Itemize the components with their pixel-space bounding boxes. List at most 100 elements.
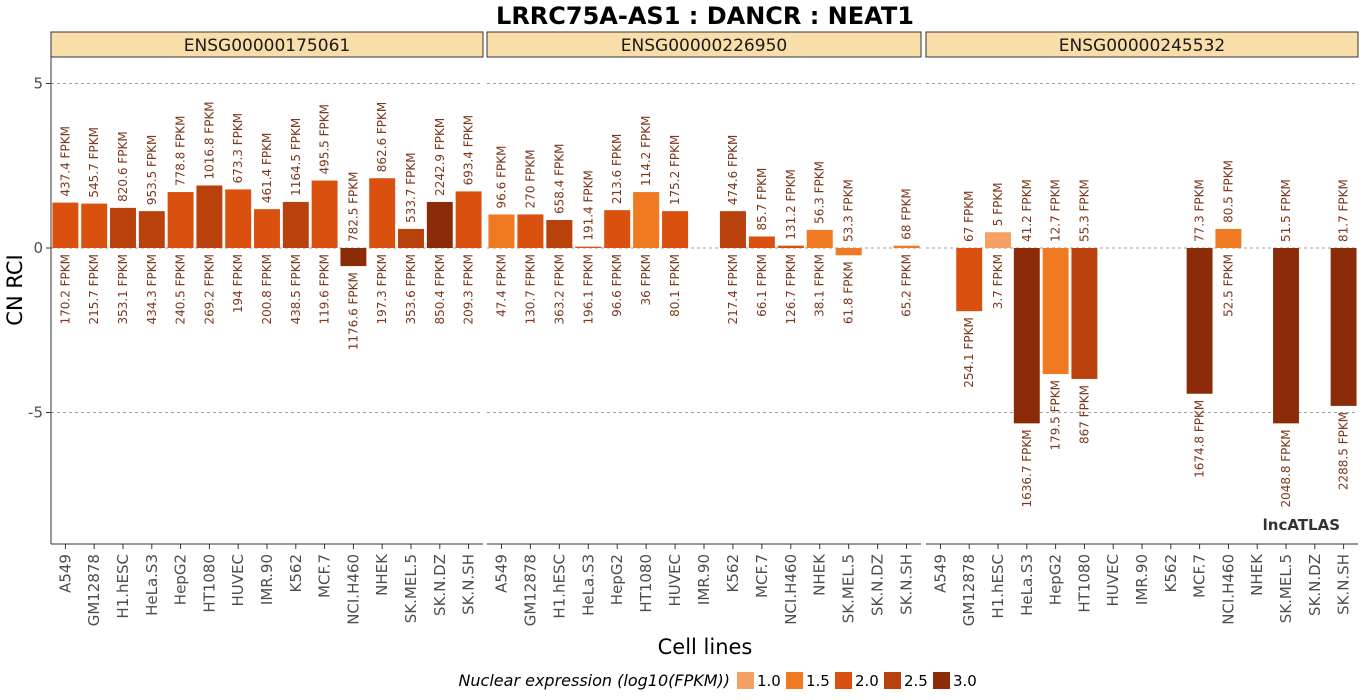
x-tick-label-MCF.7-panel3: MCF.7 xyxy=(1191,554,1209,598)
panel-strip-3 xyxy=(925,31,1359,58)
bar-label-top-MCF.7-panel1: 495.5 FPKM xyxy=(318,104,332,175)
bar-label-bottom-NHEK-panel1: 197.3 FPKM xyxy=(375,254,389,325)
x-tick-label-H1.hESC-panel1: H1.hESC xyxy=(114,554,132,619)
bar-label-bottom-SK.N.SH-panel3: 2288.5 FPKM xyxy=(1337,412,1351,490)
y-axis-title: CN RCI xyxy=(3,254,27,325)
bar-label-bottom-IMR.90-panel1: 200.8 FPKM xyxy=(260,254,274,325)
bar-label-top-SK.N.SH-panel1: 693.4 FPKM xyxy=(462,115,476,186)
bar-label-bottom-K562-panel2: 217.4 FPKM xyxy=(726,254,740,325)
bar-label-bottom-MCF.7-panel2: 66.1 FPKM xyxy=(755,254,769,317)
bar-HUVEC-panel1 xyxy=(225,189,252,248)
x-tick-label-HT1080-panel3: HT1080 xyxy=(1075,554,1093,613)
bar-H1.hESC-panel3 xyxy=(985,232,1011,248)
x-tick-label-SK.MEL.5-panel2: SK.MEL.5 xyxy=(840,554,858,623)
legend-label-2.0: 2.0 xyxy=(855,672,879,690)
x-tick-label-HeLa.S3-panel2: HeLa.S3 xyxy=(579,554,597,616)
bar-label-top-NHEK-panel2: 56.3 FPKM xyxy=(813,161,827,224)
bar-HeLa.S3-panel2 xyxy=(575,246,602,248)
bar-label-bottom-MCF.7-panel3: 1674.8 FPKM xyxy=(1193,400,1207,478)
bar-label-bottom-NCI.H460-panel3: 52.5 FPKM xyxy=(1221,254,1235,317)
x-tick-label-IMR.90-panel1: IMR.90 xyxy=(258,554,276,605)
x-tick-label-SK.N.DZ-panel1: SK.N.DZ xyxy=(431,554,449,616)
x-tick-label-HT1080-panel2: HT1080 xyxy=(637,554,655,613)
x-tick-label-HepG2-panel1: HepG2 xyxy=(172,554,190,605)
bar-label-top-MCF.7-panel3: 77.3 FPKM xyxy=(1193,179,1207,242)
bar-label-bottom-SK.N.SH-panel1: 209.3 FPKM xyxy=(462,254,476,325)
bar-SK.N.SH-panel2 xyxy=(893,245,920,248)
bar-HepG2-panel3 xyxy=(1042,248,1069,375)
bar-label-bottom-HeLa.S3-panel1: 434.3 FPKM xyxy=(145,254,159,325)
panel-strip-label-1: ENSG00000175061 xyxy=(184,36,350,56)
bar-label-top-SK.N.DZ-panel1: 2242.9 FPKM xyxy=(433,118,447,196)
bar-label-bottom-NCI.H460-panel1: 1176.6 FPKM xyxy=(346,272,360,350)
bar-label-bottom-HepG2-panel1: 240.5 FPKM xyxy=(174,254,188,325)
x-tick-label-SK.N.DZ-panel3: SK.N.DZ xyxy=(1306,554,1324,616)
bar-GM12878-panel3 xyxy=(956,248,983,312)
bar-label-bottom-HT1080-panel3: 867 FPKM xyxy=(1077,385,1091,444)
bar-label-top-SK.N.SH-panel2: 68 FPKM xyxy=(900,188,914,239)
bar-HUVEC-panel2 xyxy=(662,211,689,248)
bar-label-bottom-SK.MEL.5-panel3: 2048.8 FPKM xyxy=(1279,429,1293,507)
x-tick-label-A549-panel1: A549 xyxy=(56,554,74,593)
bar-label-top-IMR.90-panel1: 461.4 FPKM xyxy=(260,133,274,204)
bar-label-bottom-SK.N.DZ-panel1: 850.4 FPKM xyxy=(433,254,447,325)
x-tick-label-HeLa.S3-panel3: HeLa.S3 xyxy=(1018,554,1036,616)
bar-label-bottom-HUVEC-panel1: 194 FPKM xyxy=(231,254,245,313)
bar-SK.MEL.5-panel1 xyxy=(398,228,424,248)
x-tick-label-K562-panel1: K562 xyxy=(287,554,305,592)
x-tick-label-A549-panel2: A549 xyxy=(492,554,510,593)
lncatlas-watermark: lncATLAS xyxy=(1263,516,1340,534)
x-tick-label-HUVEC-panel3: HUVEC xyxy=(1104,554,1122,606)
x-tick-label-NCI.H460-panel1: NCI.H460 xyxy=(344,554,362,625)
bar-HeLa.S3-panel3 xyxy=(1013,248,1040,424)
bar-H1.hESC-panel2 xyxy=(546,220,573,248)
panel-strip-1 xyxy=(50,31,484,58)
bar-MCF.7-panel3 xyxy=(1186,248,1213,394)
bar-label-bottom-GM12878-panel3: 254.1 FPKM xyxy=(962,317,976,388)
y-tick-label-5: 5 xyxy=(33,75,43,93)
bar-label-top-K562-panel1: 1164.5 FPKM xyxy=(289,118,303,196)
x-tick-label-H1.hESC-panel2: H1.hESC xyxy=(550,554,568,619)
bar-label-bottom-K562-panel1: 438.5 FPKM xyxy=(289,254,303,325)
x-tick-label-GM12878-panel3: GM12878 xyxy=(960,554,978,626)
bar-label-top-GM12878-panel2: 270 FPKM xyxy=(523,149,537,208)
bar-label-top-HeLa.S3-panel2: 191.4 FPKM xyxy=(581,170,595,241)
bar-NHEK-panel2 xyxy=(806,229,833,248)
x-tick-label-HUVEC-panel2: HUVEC xyxy=(666,554,684,606)
bar-label-bottom-HepG2-panel2: 96.6 FPKM xyxy=(610,254,624,317)
bar-label-top-SK.N.SH-panel3: 81.7 FPKM xyxy=(1337,179,1351,242)
x-tick-label-HT1080-panel1: HT1080 xyxy=(200,554,218,613)
bar-label-bottom-H1.hESC-panel3: 3.7 FPKM xyxy=(991,254,1005,309)
bar-label-top-GM12878-panel1: 545.7 FPKM xyxy=(87,127,101,198)
bar-label-top-SK.MEL.5-panel3: 51.5 FPKM xyxy=(1279,179,1293,242)
x-tick-label-HepG2-panel3: HepG2 xyxy=(1047,554,1065,605)
bar-HT1080-panel3 xyxy=(1071,248,1098,379)
x-tick-label-SK.N.SH-panel2: SK.N.SH xyxy=(898,554,916,615)
x-tick-label-H1.hESC-panel3: H1.hESC xyxy=(989,554,1007,619)
x-tick-label-K562-panel3: K562 xyxy=(1162,554,1180,592)
bar-MCF.7-panel2 xyxy=(748,236,775,248)
bar-NHEK-panel1 xyxy=(369,178,396,248)
x-tick-label-NCI.H460-panel2: NCI.H460 xyxy=(782,554,800,625)
bar-A549-panel2 xyxy=(488,214,515,248)
x-tick-label-GM12878-panel2: GM12878 xyxy=(521,554,539,626)
x-axis-title: Cell lines xyxy=(658,635,753,659)
legend-label-1.5: 1.5 xyxy=(806,672,830,690)
bar-label-bottom-SK.N.SH-panel2: 65.2 FPKM xyxy=(900,254,914,317)
bar-MCF.7-panel1 xyxy=(311,180,338,248)
bar-label-top-H1.hESC-panel1: 820.6 FPKM xyxy=(116,131,130,202)
x-tick-label-NHEK-panel2: NHEK xyxy=(811,553,829,596)
bar-label-bottom-GM12878-panel1: 215.7 FPKM xyxy=(87,254,101,325)
bar-label-top-HepG2-panel3: 12.7 FPKM xyxy=(1049,179,1063,242)
legend-swatch-1.0 xyxy=(737,672,754,689)
y-tick-label--5: -5 xyxy=(28,404,43,422)
x-tick-label-SK.MEL.5-panel3: SK.MEL.5 xyxy=(1277,554,1295,623)
x-tick-label-HeLa.S3-panel1: HeLa.S3 xyxy=(143,554,161,616)
legend-label-2.5: 2.5 xyxy=(904,672,928,690)
bar-SK.N.DZ-panel1 xyxy=(426,201,453,248)
legend-swatch-2.5 xyxy=(884,672,901,689)
x-tick-label-HUVEC-panel1: HUVEC xyxy=(229,554,247,606)
bar-label-top-HepG2-panel1: 778.8 FPKM xyxy=(174,116,188,187)
x-tick-label-GM12878-panel1: GM12878 xyxy=(85,554,103,626)
panel-strip-2 xyxy=(486,31,922,58)
